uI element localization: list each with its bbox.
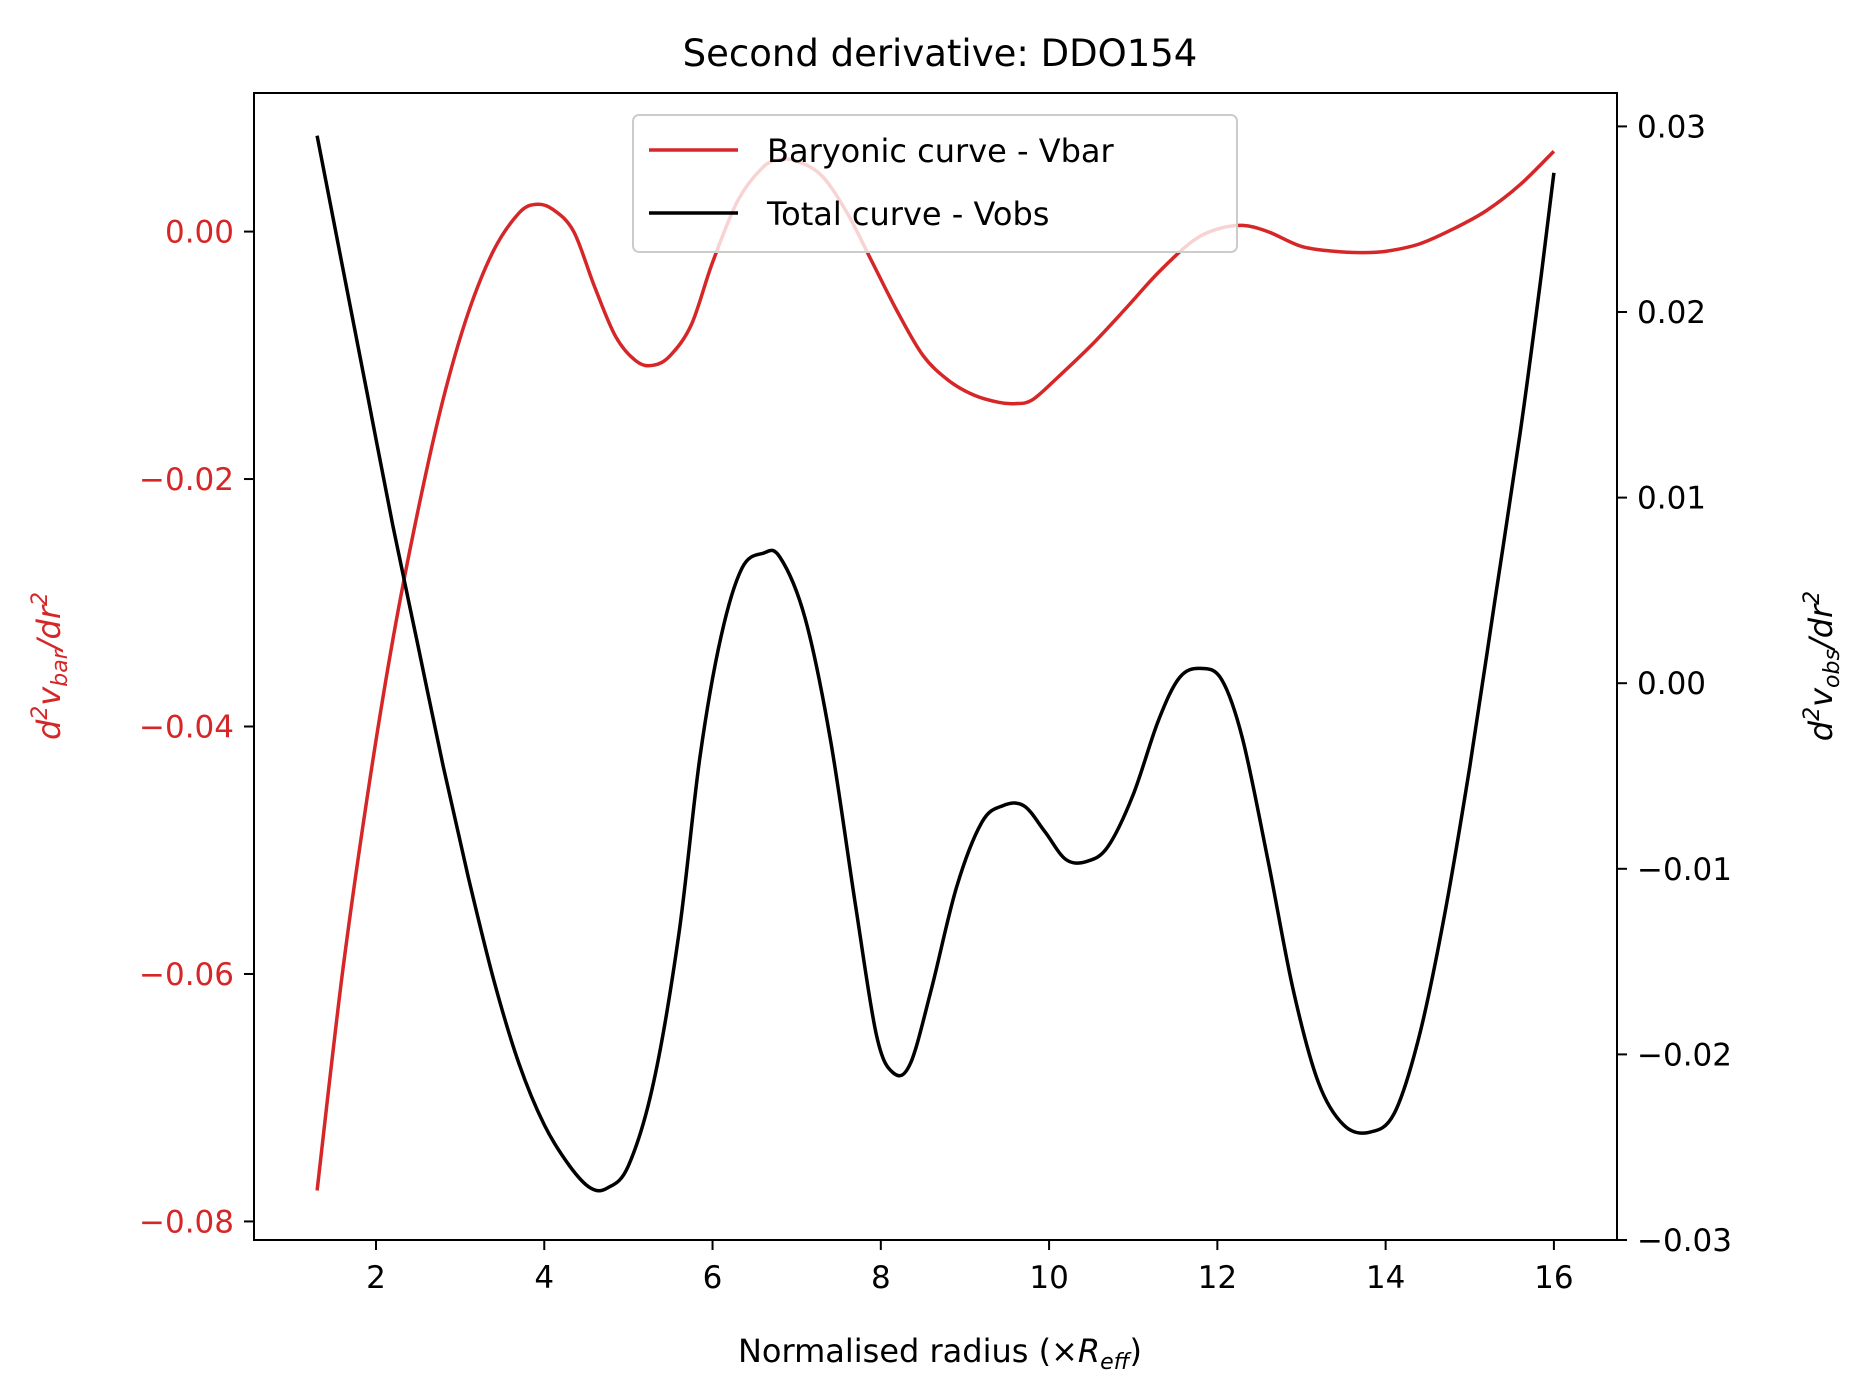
series-line-vobs	[315, 135, 1556, 1193]
right-y-axis-label: d2vobs/dr2	[1800, 591, 1845, 741]
legend-label-vbar: Baryonic curve - Vbar	[767, 132, 1115, 170]
right-y-tick-label: 0.00	[1637, 666, 1706, 702]
right-y-tick-label: 0.03	[1637, 109, 1706, 145]
left-y-tick-label: 0.00	[165, 215, 234, 251]
right-y-tick-label: 0.01	[1637, 481, 1706, 517]
x-tick-label: 2	[366, 1260, 386, 1296]
x-tick-label: 12	[1198, 1260, 1237, 1296]
right-y-tick-label: −0.02	[1637, 1037, 1732, 1073]
x-tick-label: 4	[534, 1260, 554, 1296]
left-y-axis: 0.00 −0.02 −0.04 −0.06 −0.08	[139, 215, 254, 1240]
legend: Baryonic curve - Vbar Total curve - Vobs	[632, 114, 1238, 253]
x-tick-label: 16	[1534, 1260, 1573, 1296]
left-y-tick-label: −0.06	[139, 957, 234, 993]
right-y-axis: 0.03 0.02 0.01 0.00 −0.01 −0.02 −0.03	[1617, 109, 1732, 1259]
x-axis: 2 4 6 8 10 12 14 16	[366, 1240, 1574, 1296]
x-axis-label: Normalised radius (×Reff)	[738, 1332, 1142, 1375]
x-tick-label: 6	[703, 1260, 723, 1296]
plot-frame	[253, 92, 1618, 1241]
right-y-tick-label: −0.01	[1637, 852, 1732, 888]
x-tick-label: 10	[1029, 1260, 1068, 1296]
left-y-tick-label: −0.08	[139, 1204, 234, 1240]
x-tick-label: 8	[871, 1260, 891, 1296]
left-y-axis-label: d2vbar/dr2	[28, 592, 73, 740]
legend-box	[632, 114, 1238, 253]
right-y-tick-label: 0.02	[1637, 295, 1706, 331]
right-y-tick-label: −0.03	[1637, 1223, 1732, 1259]
left-y-tick-label: −0.02	[139, 462, 234, 498]
x-tick-label: 14	[1366, 1260, 1405, 1296]
chart-title: Second derivative: DDO154	[683, 32, 1198, 75]
legend-label-vobs: Total curve - Vobs	[766, 195, 1049, 233]
left-y-tick-label: −0.04	[139, 710, 234, 746]
